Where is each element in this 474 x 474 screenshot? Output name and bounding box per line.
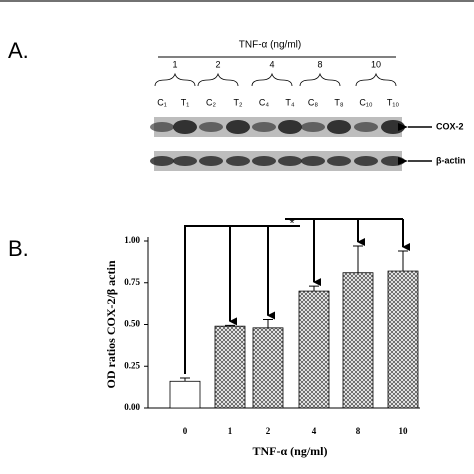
lane-label: C₁ bbox=[157, 97, 167, 107]
treatment-label: TNF-α (ng/ml) bbox=[239, 40, 301, 51]
y-tick-label: 1.00 bbox=[124, 235, 140, 245]
band bbox=[278, 156, 302, 166]
dose-label: 10 bbox=[371, 59, 381, 69]
band bbox=[301, 156, 325, 166]
bar bbox=[298, 290, 330, 409]
brace bbox=[154, 72, 196, 87]
y-tick-label: 0.75 bbox=[124, 277, 140, 287]
dose-label: 8 bbox=[317, 59, 322, 69]
blot-label: COX-2 bbox=[436, 121, 464, 131]
error-bar bbox=[398, 250, 408, 272]
band bbox=[252, 122, 276, 132]
bar bbox=[252, 327, 284, 409]
dose-label: 1 bbox=[172, 59, 177, 69]
error-bar bbox=[309, 285, 319, 292]
dose-label: 2 bbox=[215, 59, 220, 69]
blot-label: β-actin bbox=[436, 155, 466, 165]
lane-label: C₂ bbox=[206, 97, 216, 107]
lane-label: T₂ bbox=[234, 97, 243, 107]
band bbox=[199, 156, 223, 166]
panel-label: A. bbox=[8, 38, 29, 63]
y-axis-label: OD ratios COX-2/β actin bbox=[104, 260, 118, 388]
lane-label: T₁₀ bbox=[387, 97, 400, 107]
band bbox=[173, 120, 197, 134]
panel-label: B. bbox=[8, 236, 29, 261]
significance: * bbox=[289, 215, 294, 230]
band bbox=[354, 122, 378, 132]
lane-label: T₁ bbox=[181, 97, 190, 107]
bar bbox=[169, 380, 201, 409]
lane-label: T₄ bbox=[285, 97, 294, 107]
x-tick-label: 1 bbox=[228, 426, 233, 436]
band bbox=[327, 120, 351, 134]
brace bbox=[197, 72, 239, 87]
bar bbox=[387, 270, 419, 409]
lane-label: C₁₀ bbox=[359, 97, 373, 107]
band bbox=[354, 156, 378, 166]
x-tick-label: 4 bbox=[312, 426, 317, 436]
brace bbox=[251, 72, 293, 87]
lane-label: C₄ bbox=[259, 97, 269, 107]
band bbox=[278, 120, 302, 134]
bracket bbox=[184, 225, 268, 374]
y-tick-label: 0.25 bbox=[124, 360, 140, 370]
chart: 0.00 0.25 0.50 0.75 1.00 0 1 2 4 8 10 TNF-α (ng/ml)… bbox=[104, 215, 420, 458]
band bbox=[150, 156, 174, 166]
x-tick-label: 0 bbox=[183, 426, 188, 436]
brace bbox=[355, 72, 397, 87]
y-tick-label: 0.00 bbox=[124, 402, 140, 412]
band bbox=[381, 156, 405, 166]
lane-label: C₈ bbox=[308, 97, 318, 107]
bar bbox=[342, 272, 374, 409]
error-bar bbox=[225, 324, 235, 327]
brace bbox=[299, 72, 341, 87]
x-tick-label: 2 bbox=[266, 426, 271, 436]
band bbox=[173, 156, 197, 166]
band bbox=[327, 156, 351, 166]
band bbox=[226, 120, 250, 134]
bracket bbox=[268, 218, 403, 227]
dose-label: 4 bbox=[269, 59, 274, 69]
band bbox=[226, 156, 250, 166]
lane-label: T₈ bbox=[334, 97, 343, 107]
error-bar bbox=[353, 245, 363, 273]
band bbox=[252, 156, 276, 166]
band bbox=[150, 122, 174, 132]
band bbox=[301, 122, 325, 132]
bar bbox=[214, 325, 246, 409]
x-tick-label: 8 bbox=[356, 426, 361, 436]
band bbox=[381, 120, 405, 134]
x-axis-label: TNF-α (ng/ml) bbox=[252, 444, 327, 458]
error-bar bbox=[180, 377, 190, 382]
error-bar bbox=[263, 318, 273, 328]
blot-panel: 1 2 4 8 10 C₁ T₁ C₂ T₂ C₄ T₄ C₈ T₈ C₁₀ T₁₀ COX-2 β-actin bbox=[150, 59, 466, 171]
x-tick-label: 10 bbox=[399, 426, 409, 436]
y-tick-label: 0.50 bbox=[124, 319, 140, 329]
band bbox=[199, 122, 223, 132]
